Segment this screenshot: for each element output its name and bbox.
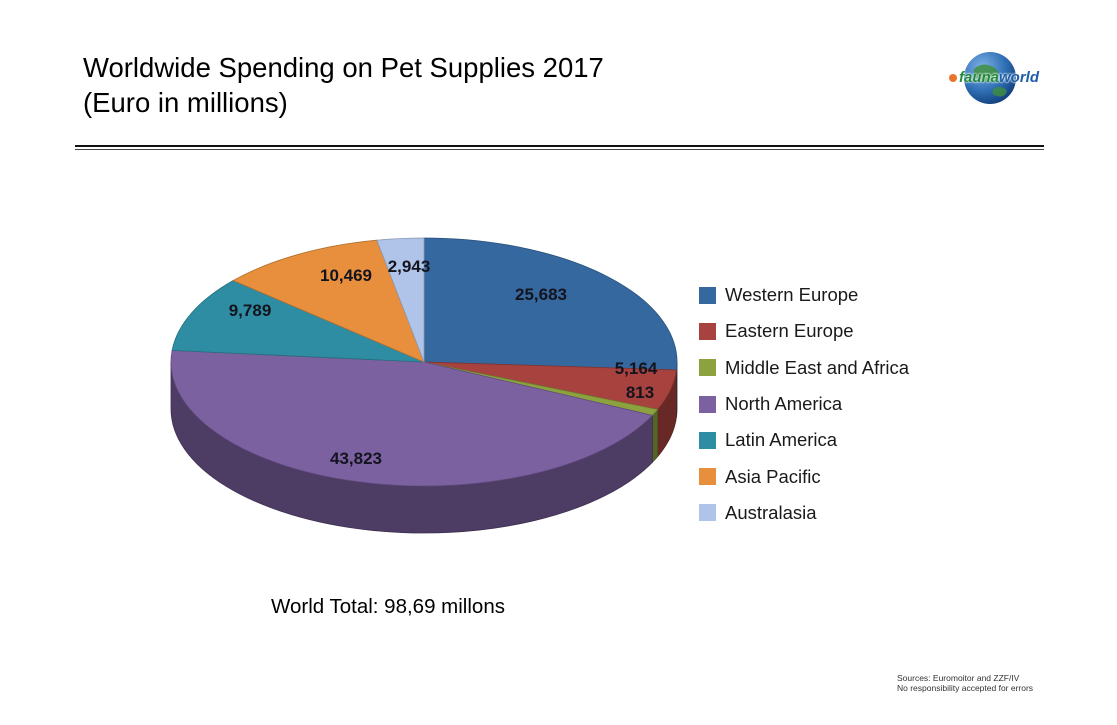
legend-swatch-eastern-europe (699, 322, 716, 340)
legend-label-north-america: North America (725, 393, 843, 415)
legend-label-asia-pacific: Asia Pacific (725, 465, 821, 487)
logo-text-fauna: fauna (958, 69, 999, 86)
logo-text-world: world (999, 69, 1039, 86)
world-total-label: World Total: 98,69 millons (271, 595, 505, 618)
legend-swatch-asia-pacific (699, 468, 716, 486)
legend-label-eastern-europe: Eastern Europe (725, 320, 854, 342)
legend-swatch-western-europe (699, 286, 716, 304)
pie-slice-asia-pacific (232, 239, 425, 363)
pie-slice-western-europe (423, 237, 678, 371)
legend-item-latin-america: Latin America (699, 422, 909, 458)
chart-title: Worldwide Spending on Pet Supplies 2017 … (83, 50, 604, 120)
pie-slice-latin-america (171, 280, 425, 363)
legend-label-latin-america: Latin America (725, 429, 838, 451)
legend-label-western-europe: Western Europe (725, 284, 859, 306)
sources-line-2: No responsibility accepted for errors (897, 683, 1034, 694)
legend-label-middle-east-and-africa: Middle East and Africa (725, 356, 910, 378)
legend: Western Europe Eastern Europe Middle East … (699, 277, 909, 531)
sources-note: Sources: Euromoitor and ZZF/IV No respon… (897, 673, 1033, 693)
legend-item-middle-east-and-africa: Middle East and Africa (699, 350, 909, 386)
pie-slice-north-america (170, 349, 654, 487)
legend-label-australasia: Australasia (725, 501, 817, 523)
logo: faunaworld (928, 50, 1052, 110)
legend-item-north-america: North America (699, 386, 909, 422)
title-divider (75, 145, 1044, 150)
legend-swatch-australasia (699, 504, 716, 522)
paw-icon (948, 74, 957, 82)
legend-swatch-middle-east-and-africa (699, 359, 716, 377)
legend-swatch-north-america (699, 395, 716, 413)
pie-slice-australasia (376, 237, 425, 363)
legend-item-eastern-europe: Eastern Europe (699, 313, 909, 349)
legend-item-western-europe: Western Europe (699, 277, 909, 313)
logo-text: faunaworld (936, 69, 1052, 86)
title-line-1: Worldwide Spending on Pet Supplies 2017 (83, 52, 604, 83)
legend-swatch-latin-america (699, 431, 716, 449)
title-line-2: (Euro in millions) (83, 87, 288, 119)
sources-line-1: Sources: Euromoitor and ZZF/IV (897, 673, 1020, 683)
logo-globe-icon (964, 52, 1016, 104)
legend-item-australasia: Australasia (699, 495, 909, 531)
legend-item-asia-pacific: Asia Pacific (699, 458, 909, 494)
pie-slice-side-middle-east-and-africa (651, 408, 659, 464)
